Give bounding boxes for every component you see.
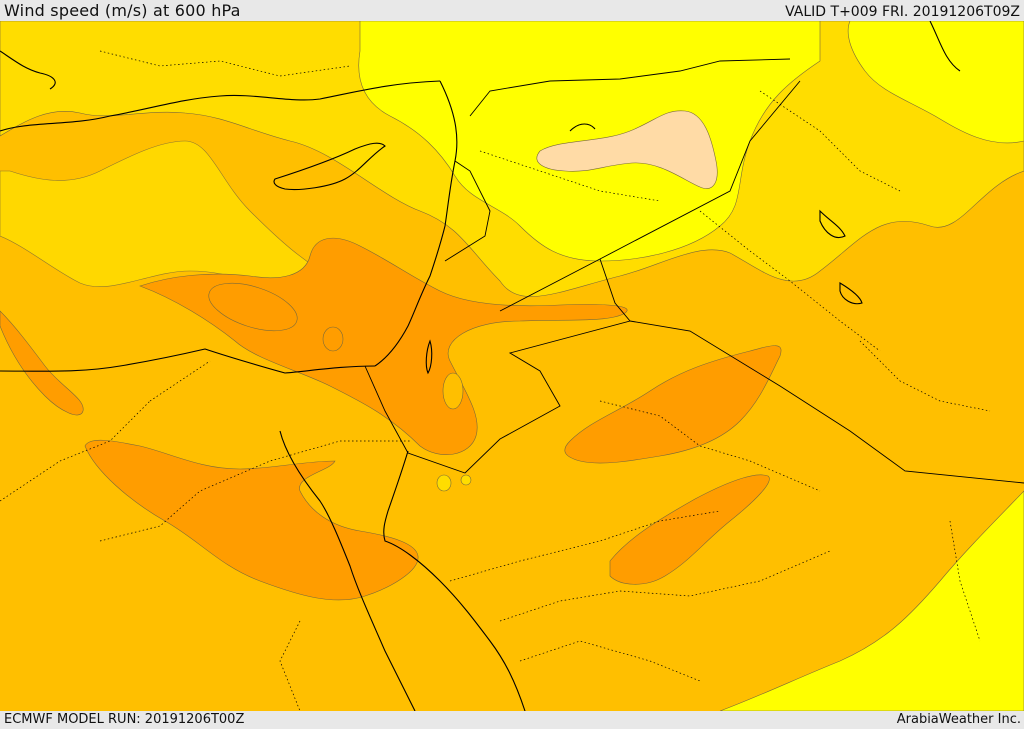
wind-patch-med-small bbox=[322, 326, 344, 352]
credit-label: ArabiaWeather Inc. bbox=[896, 712, 1021, 727]
map-canvas bbox=[0, 21, 1024, 711]
wind-band-northeast-yellow bbox=[847, 21, 1024, 144]
wind-patch-med bbox=[208, 282, 298, 332]
wind-patch-sinai-b bbox=[436, 474, 452, 492]
model-run-label: ECMWF MODEL RUN: 20191206T00Z bbox=[4, 712, 245, 727]
wind-band-strong-egypt bbox=[84, 439, 419, 601]
wind-band-strong-arabia bbox=[564, 345, 782, 464]
header-bar: Wind speed (m/s) at 600 hPa VALID T+009 … bbox=[0, 0, 1024, 21]
map-title: Wind speed (m/s) at 600 hPa bbox=[4, 1, 241, 20]
wind-band-strong-west-edge bbox=[0, 310, 84, 416]
wind-patch-sinai-a bbox=[442, 372, 464, 410]
wind-patch-sinai-c bbox=[460, 474, 472, 486]
wind-core-light bbox=[536, 110, 718, 189]
footer-bar: ECMWF MODEL RUN: 20191206T00Z ArabiaWeat… bbox=[0, 711, 1024, 729]
wind-speed-map bbox=[0, 21, 1024, 711]
country-borders bbox=[364, 58, 1024, 484]
province-borders bbox=[0, 50, 991, 711]
wind-band-strong-southeast bbox=[609, 474, 770, 585]
coastlines bbox=[0, 21, 961, 711]
valid-time-label: VALID T+009 FRI. 20191206T09Z bbox=[785, 4, 1020, 20]
wind-band-southeast-yellow bbox=[719, 490, 1024, 711]
